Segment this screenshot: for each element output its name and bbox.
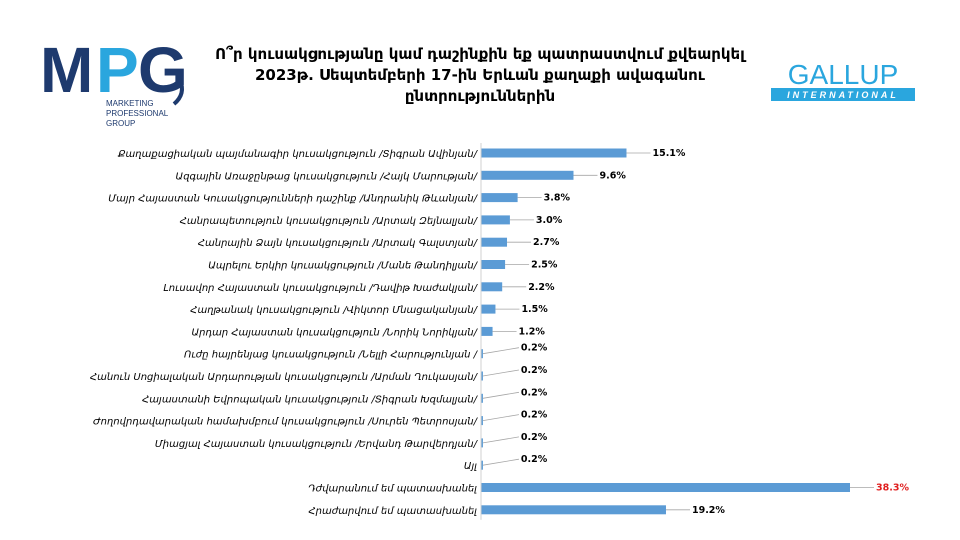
category-label: Ժողովրդավարական համախմբում կուսակցությու… [93,417,479,428]
mpg-line2: PROFESSIONAL [106,109,169,118]
bar [481,460,483,470]
bar [481,282,503,292]
category-label: Հանրապետություն կուսակցություն /Արտակ Զե… [180,216,479,227]
value-label: 0.2% [521,454,548,465]
bar [481,349,483,359]
value-label: 2.2% [528,282,555,293]
value-label: 15.1% [652,148,685,159]
category-label: Հանուն Սոցիալական Արդարության կուսակցութ… [90,372,479,383]
category-label: Մայր Հայաստան Կուսակցությունների դաշինք … [108,194,478,205]
mpg-letter-m: M [40,34,93,106]
bar [481,393,483,403]
bar [481,416,483,426]
gallup-logo: GALLUP INTERNATIONAL [771,59,915,101]
bar [481,237,508,247]
bar [481,215,510,225]
gallup-sub: INTERNATIONAL [787,90,899,100]
value-label: 38.3% [876,483,909,494]
value-label: 0.2% [521,432,548,443]
category-label: Լուսավոր Հայաստան կուսակցություն /Դավիթ … [163,283,478,294]
value-label: 2.5% [531,260,558,271]
bar [481,326,493,336]
mpg-line3: GROUP [106,119,135,128]
value-label: 3.0% [536,215,563,226]
category-label: Դժվարանում եմ պատասխանել [308,484,477,495]
value-label: 3.8% [544,193,571,204]
category-label: Հայաստանի Եվրոպական կուսակցություն /Տիգր… [142,394,478,405]
headset-icon [172,79,184,106]
bar [481,148,627,158]
bar [481,483,850,492]
category-label: Ապրելու Երկիր կուսակցություն /Մանե Թանդի… [208,261,478,272]
category-label: Միացյալ Հայաստան կուսակցություն /Երվանդ … [155,439,479,450]
category-label: Հրաժարվում եմ պատասխանել [308,506,477,517]
mpg-letter-p: P [96,34,139,106]
leader-line [482,369,519,377]
category-label: Հանրային Ձայն կուսակցություն /Արտակ Գալս… [198,238,479,249]
value-label: 19.2% [692,505,725,516]
bar [481,260,506,269]
bar [481,371,483,381]
category-label: Արդար Հայաստան կուսակցություն /Նորիկ Նոր… [191,327,478,338]
value-label: 0.2% [521,343,548,354]
value-label: 1.2% [519,326,546,337]
value-label: 0.2% [521,410,548,421]
leader-line [482,436,519,444]
gallup-band [771,88,915,101]
bar [481,438,483,448]
value-label: 0.2% [521,387,548,398]
value-label: 1.5% [521,304,548,315]
chart-title: Ո՞ր կուսակցությանը կամ դաշինքին եք պատրա… [215,45,745,105]
leader-line [482,458,519,466]
leader-line [482,347,519,355]
mpg-logo: M P G MARKETING PROFESSIONAL GROUP [40,34,188,128]
leader-line [482,391,519,399]
mpg-line1: MARKETING [106,99,154,108]
value-label: 2.7% [533,237,560,248]
category-label: Այլ [464,461,477,472]
category-label: Քաղաքացիական պայմանագիր կուսակցություն /… [117,149,479,160]
bar [481,170,574,180]
bar [481,304,496,314]
category-label: Ուժը հայրենյաց կուսակցություն /Նելլի Հար… [184,350,479,361]
value-label: 0.2% [521,365,548,376]
value-label: 9.6% [599,170,626,181]
category-label: Ազգային Առաջընթաց կուսակցություն /Հայկ Մ… [176,171,479,182]
bar [481,505,666,515]
category-label: Հաղթանակ կուսակցություն /Վիկտոր Մնացական… [190,305,478,316]
bar [481,193,518,203]
gallup-name: GALLUP [788,59,899,90]
leader-line [482,414,519,421]
